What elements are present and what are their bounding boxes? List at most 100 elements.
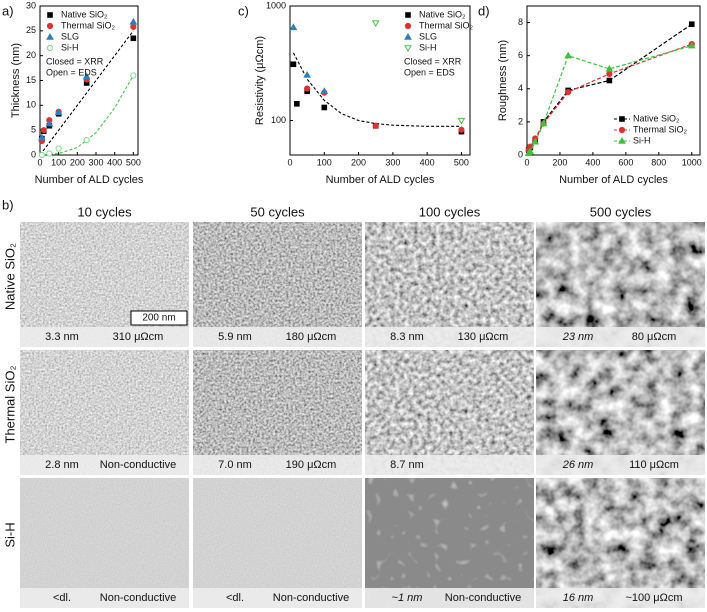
legend-marker — [404, 45, 412, 53]
legend-label: Native SiO₂ — [419, 9, 466, 19]
y-tick-label: 2 — [518, 116, 523, 126]
x-tick-label: 800 — [651, 157, 666, 167]
caption-bar — [20, 327, 189, 347]
caption-thickness: 26 nm — [562, 459, 594, 471]
x-axis-label: Number of ALD cycles — [35, 174, 144, 186]
row-label: Si-H — [2, 522, 17, 547]
caption-thickness: 3.3 nm — [45, 331, 79, 343]
legend-label: Si-H — [419, 42, 437, 52]
data-point — [526, 147, 535, 155]
data-point — [303, 70, 312, 78]
legend-label: SLG — [419, 31, 437, 41]
y-axis-label: Thickness (nm) — [10, 43, 22, 118]
row-label: Thermal SiO₂ — [2, 365, 17, 443]
data-point — [290, 61, 297, 68]
caption-bar — [20, 588, 189, 608]
caption-resistivity: 180 μΩcm — [286, 331, 337, 343]
y-tick-label: 1000 — [266, 0, 286, 10]
sem-image — [365, 350, 534, 475]
column-header: 10 cycles — [77, 204, 132, 219]
caption-bar — [193, 588, 362, 608]
caption-resistivity: Non-conductive — [100, 459, 176, 471]
x-tick-label: 0 — [524, 157, 529, 167]
y-tick-label: 10 — [26, 100, 36, 110]
data-point — [605, 64, 614, 72]
x-tick-label: 500 — [126, 157, 141, 167]
data-point — [539, 119, 548, 127]
caption-bar — [536, 588, 705, 608]
caption-bar — [365, 588, 534, 608]
annotation: Open = EDS — [404, 67, 455, 77]
caption-thickness: 8.7 nm — [390, 459, 424, 471]
legend-label: Native SiO₂ — [633, 113, 680, 123]
data-point — [564, 51, 573, 59]
legend-label: Thermal SiO₂ — [419, 20, 474, 30]
y-tick-label: 100 — [271, 115, 286, 125]
legend-marker — [618, 126, 626, 134]
caption-resistivity: ~100 μΩcm — [625, 592, 682, 604]
panel-label: a) — [2, 3, 14, 18]
caption-thickness: <dl. — [53, 592, 71, 604]
y-tick-label: 6 — [518, 50, 523, 60]
scale-bar-box — [130, 310, 188, 326]
x-tick-label: 200 — [552, 157, 567, 167]
caption-resistivity: 80 μΩcm — [632, 331, 677, 343]
legend-marker — [404, 22, 412, 30]
legend-marker — [47, 12, 53, 18]
sem-image — [365, 222, 534, 347]
column-header: 50 cycles — [250, 204, 305, 219]
caption-bar — [365, 327, 534, 347]
plot-frame — [289, 5, 471, 156]
caption-bar — [193, 455, 362, 475]
caption-thickness: <dl. — [226, 592, 244, 604]
data-point — [606, 70, 613, 77]
data-point — [45, 119, 54, 127]
fit-line — [292, 52, 462, 127]
sem-image — [193, 350, 362, 475]
x-tick-label: 300 — [385, 157, 400, 167]
y-tick-label: 8 — [518, 17, 523, 27]
panel-label: c) — [238, 3, 249, 18]
scale-bar-label: 200 nm — [142, 313, 175, 324]
x-tick-label: 100 — [51, 157, 66, 167]
legend-marker — [46, 22, 54, 30]
data-point — [129, 17, 138, 25]
data-point — [38, 133, 46, 141]
x-tick-label: 200 — [351, 157, 366, 167]
data-point — [371, 20, 380, 28]
y-tick-label: 0 — [31, 149, 36, 159]
x-tick-label: 400 — [585, 157, 600, 167]
series-line — [528, 45, 692, 154]
data-point — [40, 127, 47, 134]
data-point — [289, 23, 298, 31]
x-tick-label: 200 — [70, 157, 85, 167]
caption-resistivity: Non-conductive — [273, 592, 349, 604]
caption-resistivity: Non-conductive — [445, 592, 521, 604]
sem-image — [193, 222, 362, 347]
x-tick-label: 300 — [88, 157, 103, 167]
caption-bar — [20, 455, 189, 475]
caption-thickness: 2.8 nm — [45, 459, 79, 471]
data-point — [55, 145, 62, 152]
data-point — [304, 85, 311, 92]
data-point — [457, 117, 466, 125]
data-point — [687, 41, 696, 49]
caption-resistivity: Non-conductive — [100, 592, 176, 604]
legend-marker — [405, 12, 411, 18]
data-point — [458, 126, 465, 133]
column-header: 100 cycles — [419, 204, 481, 219]
x-tick-label: 600 — [618, 157, 633, 167]
y-tick-label: 25 — [26, 25, 36, 35]
sem-image — [536, 478, 705, 608]
sem-image — [365, 478, 534, 608]
data-point — [321, 104, 328, 111]
legend-label: SLG — [61, 31, 79, 41]
legend-marker — [46, 32, 54, 40]
legend-marker — [46, 44, 54, 52]
caption-thickness: 5.9 nm — [218, 331, 252, 343]
y-axis-label: Resistivity (μΩcm) — [254, 36, 266, 125]
y-tick-label: 20 — [26, 50, 36, 60]
data-point — [83, 137, 90, 144]
data-point — [688, 21, 695, 28]
